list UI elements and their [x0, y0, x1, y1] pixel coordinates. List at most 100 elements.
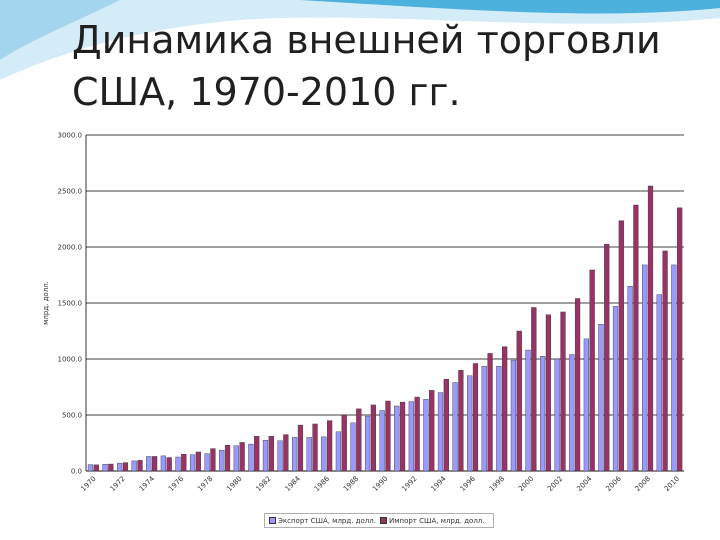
bar-export [467, 375, 473, 472]
x-tick-label: 2002 [546, 475, 564, 493]
bar-export [117, 462, 123, 472]
bar-import [560, 311, 566, 472]
x-tick-label: 2006 [605, 474, 624, 493]
legend-label-import: Импорт США, млрд. долл. [388, 516, 485, 525]
bar-export [554, 358, 560, 472]
bar-export [496, 366, 502, 472]
bar-import [633, 204, 639, 472]
bar-export [437, 392, 444, 472]
decorative-wave-top [0, 0, 720, 80]
x-tick-label: 1994 [429, 474, 448, 493]
bar-export [642, 264, 648, 472]
bar-export [612, 306, 619, 472]
x-tick-label: 1986 [313, 474, 332, 493]
bar-export [408, 401, 414, 472]
bar-import [341, 414, 347, 472]
bar-import [516, 330, 522, 472]
x-tick-label: 1992 [400, 475, 418, 493]
bar-import [429, 390, 435, 472]
x-tick-label: 1980 [225, 475, 243, 493]
bar-export [583, 338, 589, 472]
x-tick-label: 1984 [284, 474, 303, 493]
bar-export [131, 460, 137, 472]
bar-import [239, 442, 245, 472]
bar-export [423, 399, 429, 472]
bar-import [472, 363, 479, 472]
bar-export [262, 440, 269, 472]
bar-export [452, 382, 458, 472]
y-tick-label: 1000.0 [58, 356, 83, 364]
bar-export [627, 285, 633, 472]
bar-export [219, 450, 225, 472]
x-tick-label: 2008 [634, 475, 652, 493]
chart-container: 0.0 500.0 1000.0 1500.0 2000.0 2500.0 3000.0 мл… [38, 118, 694, 532]
bar-export [364, 415, 371, 472]
x-tick-label: 1976 [167, 474, 186, 493]
x-tick-label: 1974 [138, 474, 157, 493]
bar-export [292, 437, 298, 472]
bar-export [394, 405, 400, 472]
bar-export [248, 443, 254, 472]
bar-export [321, 436, 327, 472]
y-tick-label: 3000.0 [58, 132, 83, 140]
bar-import [122, 462, 129, 472]
bar-import [93, 464, 99, 472]
bar-import [574, 298, 581, 472]
bar-export [598, 324, 604, 472]
bar-export [335, 431, 342, 472]
bar-export [87, 464, 94, 472]
bar-import [545, 314, 552, 472]
bar-import [297, 424, 304, 472]
x-tick-label: 1970 [79, 475, 97, 493]
bar-import [283, 434, 289, 472]
bar-import [399, 401, 406, 472]
bar-export [306, 437, 312, 472]
bar-import [210, 448, 216, 472]
bar-import [108, 463, 114, 472]
bar-export [102, 464, 108, 472]
x-tick-label: 1990 [371, 475, 389, 493]
bar-export [175, 456, 181, 472]
bar-export [539, 355, 546, 472]
bar-export [525, 349, 531, 472]
legend-swatch-import [379, 517, 387, 524]
chart-legend: Экспорт США, млрд. долл. Импорт США, млр… [264, 513, 494, 528]
y-tick-label: 2000.0 [58, 244, 83, 252]
y-tick-label: 500.0 [62, 412, 82, 420]
bar-import [414, 396, 420, 472]
bar-import [356, 408, 362, 472]
slide-title: Динамика внешней торговли США, 1970-2010… [72, 18, 661, 114]
bar-import [268, 436, 274, 472]
bar-import [531, 307, 537, 472]
bar-export [277, 440, 283, 472]
bar-import [254, 436, 260, 472]
legend-item-import: Импорт США, млрд. долл. [379, 516, 485, 525]
y-tick-label: 1500.0 [58, 300, 83, 308]
x-tick-label: 1988 [342, 475, 360, 493]
bar-import [137, 460, 143, 472]
x-tick-label: 1982 [254, 475, 272, 493]
legend-item-export: Экспорт США, млрд. долл. [269, 517, 376, 525]
bar-import [458, 369, 464, 472]
y-tick-label: 2500.0 [58, 188, 83, 196]
bar-export [379, 410, 385, 472]
decorative-wave-accent [300, 0, 720, 14]
bar-export [350, 422, 356, 472]
bar-import [312, 423, 318, 472]
bar-chart: 0.0 500.0 1000.0 1500.0 2000.0 2500.0 3000.0 мл… [42, 132, 684, 493]
bar-import [224, 445, 231, 472]
y-tick-label: 0.0 [71, 468, 82, 476]
bar-import [195, 451, 201, 472]
bar-export [146, 456, 152, 472]
x-tick-label: 1998 [488, 475, 506, 493]
bar-export [233, 445, 239, 472]
bar-import [604, 243, 610, 472]
bar-import [662, 250, 668, 472]
bar-export [569, 354, 575, 472]
bar-import [385, 400, 391, 472]
x-tick-label: 2004 [575, 474, 594, 493]
bar-import [327, 420, 333, 472]
bar-export [656, 294, 662, 472]
bar-import [618, 220, 624, 472]
bar-import [502, 346, 508, 472]
